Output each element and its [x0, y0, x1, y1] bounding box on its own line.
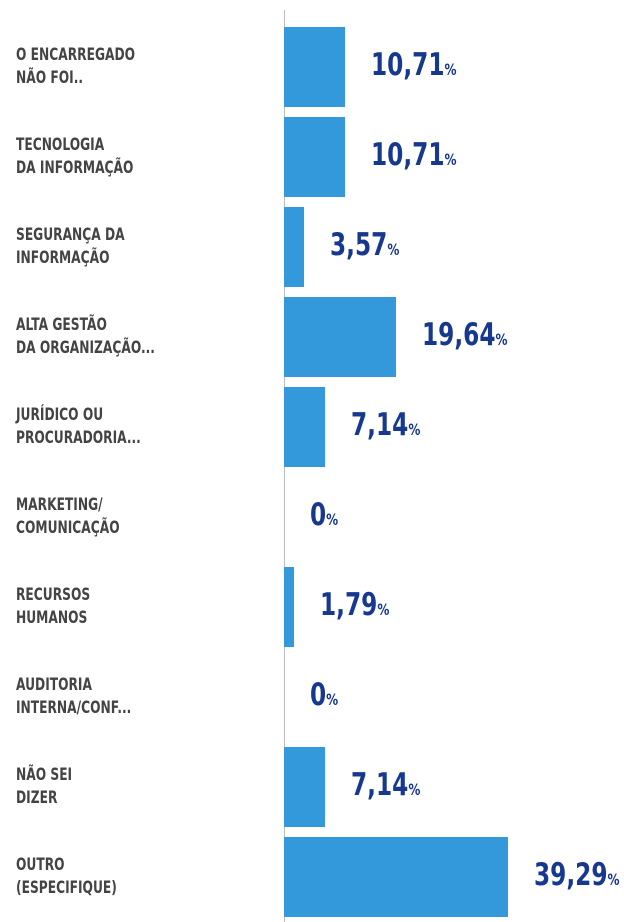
value-label: 39,29%: [533, 857, 620, 893]
bar: [284, 567, 295, 647]
category-label: RECURSOS HUMANOS: [16, 585, 91, 628]
category-label: TECNOLOGIA DA INFORMAÇÃO: [16, 135, 134, 178]
value-label: 10,71%: [371, 47, 457, 83]
category-label: O ENCARREGADO NÃO FOI..: [16, 45, 136, 88]
bar: [284, 837, 508, 917]
bar: [284, 747, 325, 827]
bar: [284, 297, 396, 377]
bar: [284, 387, 325, 467]
value-label: 7,14%: [350, 767, 421, 803]
value-label: 0%: [310, 677, 339, 713]
category-label: JURÍDICO OU PROCURADORIA...: [16, 405, 141, 448]
category-label: SEGURANÇA DA INFORMAÇÃO: [16, 225, 125, 268]
category-label: OUTRO (ESPECIFIQUE): [16, 855, 117, 898]
value-label: 10,71%: [371, 137, 457, 173]
category-label: ALTA GESTÃO DA ORGANIZAÇÃO...: [16, 315, 155, 358]
bar: [284, 207, 305, 287]
value-label: 1,79%: [320, 587, 390, 623]
value-label: 7,14%: [350, 407, 421, 443]
value-label: 0%: [310, 497, 339, 533]
bar: [284, 117, 346, 197]
category-label: NÃO SEI DIZER: [16, 765, 73, 808]
bar: [284, 27, 346, 107]
category-label: MARKETING/ COMUNICAÇÃO: [16, 495, 120, 538]
value-label: 19,64%: [421, 317, 508, 353]
value-label: 3,57%: [330, 227, 400, 263]
category-label: AUDITORIA INTERNA/CONF...: [16, 675, 132, 718]
